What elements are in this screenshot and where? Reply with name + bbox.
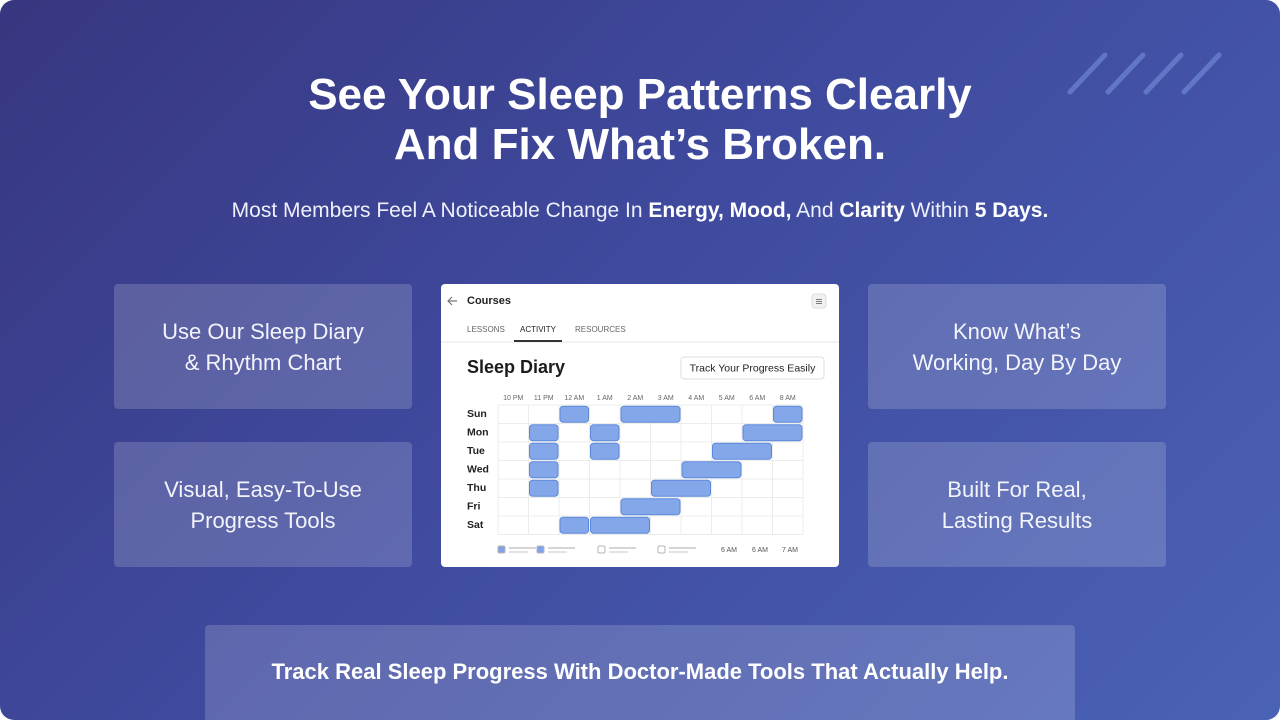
hour-label: 3 AM — [658, 395, 674, 402]
sleep-block — [559, 405, 589, 423]
legend-icon — [657, 545, 666, 554]
sleep-block — [529, 461, 559, 479]
nav-title: Courses — [467, 295, 511, 307]
feature-line: & Rhythm Chart — [184, 349, 342, 375]
hour-label: 1 AM — [597, 395, 613, 402]
feature-card: Built For Real, Lasting Results — [868, 442, 1166, 567]
sleep-block — [742, 424, 803, 442]
legend-icon — [497, 545, 506, 554]
day-label: Sat — [467, 519, 484, 531]
title-line: See Your Sleep Patterns Clearly — [308, 70, 972, 119]
hour-label: 12 AM — [564, 395, 584, 402]
menu-button[interactable] — [811, 293, 827, 309]
sleep-block — [590, 424, 620, 442]
hour-label: 6 AM — [749, 395, 765, 402]
day-label: Thu — [467, 482, 486, 494]
feature-line: Built For Real, — [947, 476, 1087, 502]
feature-card: Use Our Sleep Diary & Rhythm Chart — [114, 284, 412, 409]
feature-line: Visual, Easy-To-Use — [164, 476, 362, 502]
feature-line: Use Our Sleep Diary — [162, 318, 364, 344]
track-button[interactable] — [680, 356, 825, 380]
hour-label: 8 AM — [780, 395, 796, 402]
sleep-block — [620, 498, 681, 516]
sleep-block — [529, 479, 559, 497]
tab[interactable]: RESOURCES — [575, 325, 626, 334]
feature-line: Working, Day By Day — [912, 349, 1122, 375]
sleep-block — [590, 442, 620, 460]
hour-label: 2 AM — [627, 395, 643, 402]
title-line: And Fix What’s Broken. — [393, 120, 887, 169]
day-label: Tue — [467, 445, 485, 457]
feature-card: Know What’s Working, Day By Day — [868, 284, 1166, 409]
tab[interactable]: ACTIVITY — [520, 325, 557, 334]
legend-label: 7 AM — [782, 547, 798, 554]
subtitle-part: Within — [904, 199, 975, 222]
legend-icon — [536, 545, 545, 554]
sleep-block — [712, 442, 772, 460]
subtitle-part: And — [791, 199, 840, 222]
hour-label: 10 PM — [503, 395, 523, 402]
subtitle: Most Members Feel A Noticeable Change In… — [0, 199, 1280, 223]
day-label: Fri — [467, 501, 481, 513]
subtitle-part: Energy, Mood, — [648, 199, 792, 222]
hour-label: 4 AM — [688, 395, 704, 402]
legend-label: 6 AM — [752, 547, 768, 554]
back-arrow[interactable] — [447, 296, 457, 306]
feature-line: Progress Tools — [190, 507, 336, 533]
legend-icon — [597, 545, 606, 554]
feature-card: Visual, Easy-To-Use Progress Tools — [114, 442, 412, 567]
sleep-block — [529, 424, 559, 442]
button-label: Track Your Progress Easily — [690, 362, 816, 374]
hour-label: 5 AM — [719, 395, 735, 402]
sleep-block — [590, 516, 650, 534]
day-label: Mon — [467, 427, 489, 439]
sleep-block — [620, 405, 681, 423]
subtitle-part: Most Members Feel A Noticeable Change In — [231, 199, 649, 222]
sleep-diary: Courses Track Your Progress Easily Sleep… — [441, 293, 839, 554]
subtitle-part: 5 Days. — [974, 199, 1049, 222]
day-label: Sun — [467, 408, 487, 420]
subtitle-part: Clarity — [839, 199, 905, 222]
footer-banner: Track Real Sleep Progress With Doctor-Ma… — [205, 625, 1075, 720]
hour-label: 11 PM — [534, 395, 554, 402]
diary-heading: Sleep Diary — [467, 357, 565, 377]
sleep-block — [529, 442, 559, 460]
tab[interactable]: LESSONS — [467, 325, 505, 334]
feature-line: Lasting Results — [941, 507, 1093, 533]
sleep-block — [681, 461, 742, 479]
sleep-block — [559, 516, 589, 534]
sleep-block — [651, 479, 711, 497]
day-label: Wed — [467, 464, 489, 476]
feature-line: Know What’s — [953, 318, 1081, 344]
sleep-block — [773, 405, 803, 423]
app-panel: Courses Track Your Progress Easily Sleep… — [441, 284, 839, 567]
tab-underline — [514, 340, 563, 342]
legend-label: 6 AM — [721, 547, 737, 554]
